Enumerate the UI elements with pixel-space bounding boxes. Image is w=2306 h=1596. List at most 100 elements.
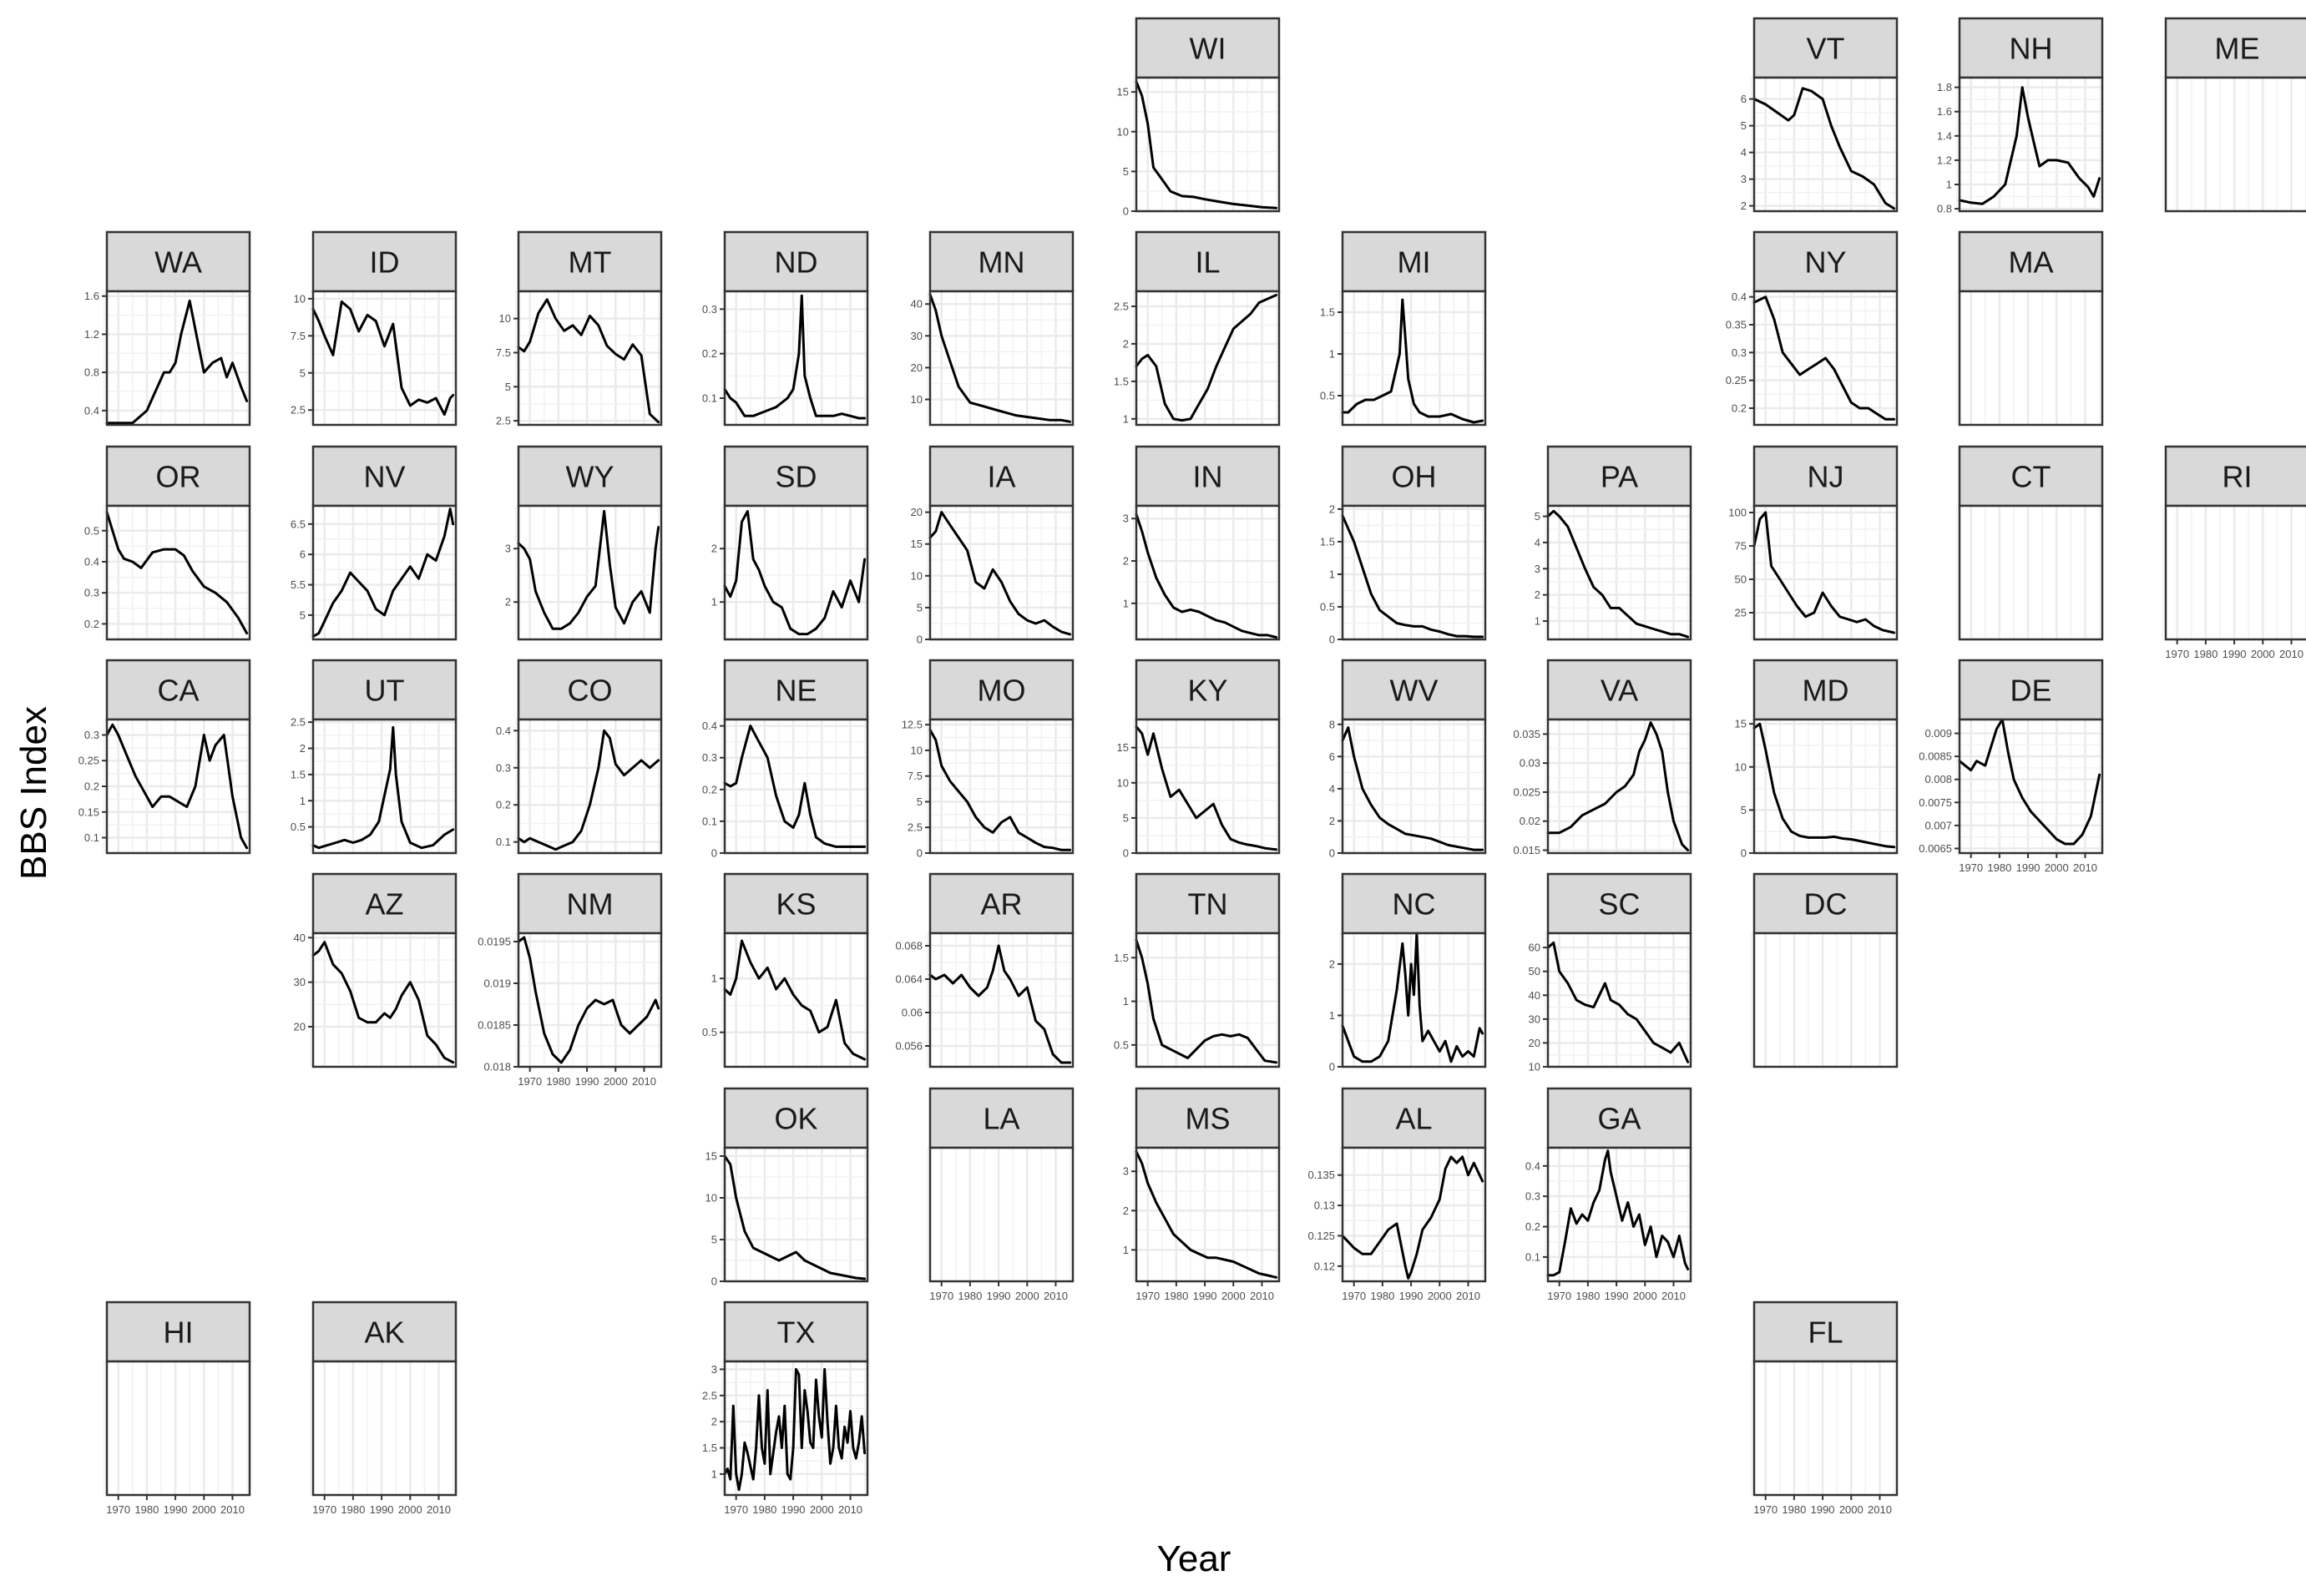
y-tick-label: 0.5 bbox=[1320, 600, 1335, 613]
x-tick-label: 2000 bbox=[1633, 1290, 1657, 1302]
y-tick-label: 0 bbox=[1329, 1061, 1335, 1073]
panel-me: ME bbox=[2162, 17, 2306, 213]
strip-label: NE bbox=[775, 674, 817, 708]
y-tick-label: 5 bbox=[917, 601, 923, 614]
y-tick-label: 0.15 bbox=[78, 806, 99, 818]
strip-wi bbox=[1135, 17, 1281, 79]
plot-area bbox=[930, 1148, 1073, 1281]
strip-id bbox=[311, 230, 458, 293]
x-tick-label: 1980 bbox=[546, 1075, 570, 1088]
x-tick-label: 2010 bbox=[427, 1503, 451, 1516]
y-tick-label: 0.1 bbox=[84, 831, 99, 844]
strip-md bbox=[1752, 659, 1899, 721]
y-tick-label: 1 bbox=[711, 1467, 717, 1480]
panel-border bbox=[517, 504, 663, 641]
strip-label: DE bbox=[2010, 674, 2051, 708]
y-tick-label: 30 bbox=[294, 976, 306, 988]
strip-label: KY bbox=[1187, 674, 1227, 708]
panel-border bbox=[311, 1360, 458, 1497]
panel-ak: AK 1970 1980 1990 2000 2010 bbox=[309, 1301, 458, 1516]
y-tick-label: 10 bbox=[1735, 760, 1747, 773]
y-tick-label: 1.4 bbox=[1937, 129, 1952, 142]
y-tick-label: 6.5 bbox=[291, 518, 306, 530]
x-tick-label: 1970 bbox=[1547, 1290, 1571, 1302]
x-tick-label: 1980 bbox=[134, 1503, 159, 1516]
y-tick-label: 6 bbox=[1741, 93, 1747, 105]
x-tick-label: 1980 bbox=[1575, 1290, 1600, 1302]
panel-va: VA 0.015 0.02 0.025 0.03 0.035 bbox=[1513, 659, 1692, 856]
y-tick-label: 0.007 bbox=[1924, 819, 1952, 831]
strip-label: VT bbox=[1806, 32, 1844, 66]
plot-area bbox=[1136, 720, 1279, 853]
y-tick-label: 2.5 bbox=[1114, 300, 1129, 312]
y-tick-label: 5.5 bbox=[291, 578, 306, 591]
plot-area bbox=[1136, 1148, 1279, 1281]
y-tick-label: 1.8 bbox=[1937, 81, 1952, 93]
y-tick-label: 0 bbox=[917, 847, 923, 860]
strip-ak bbox=[311, 1301, 458, 1363]
x-tick-label: 1970 bbox=[518, 1075, 542, 1088]
panel-border bbox=[1341, 718, 1487, 855]
strip-label: NC bbox=[1393, 887, 1436, 922]
plot-area bbox=[313, 1361, 456, 1495]
y-tick-label: 2.5 bbox=[908, 821, 923, 834]
y-tick-label: 10 bbox=[911, 393, 923, 406]
x-tick-label: 2010 bbox=[1868, 1503, 1892, 1516]
y-tick-label: 10 bbox=[1117, 776, 1129, 789]
y-tick-label: 0.2 bbox=[84, 780, 99, 793]
strip-label: IA bbox=[987, 460, 1015, 494]
panel-al: AL 0.12 0.125 0.13 0.135 1970 1980 1990 2000 2010 bbox=[1307, 1087, 1487, 1302]
x-tick-label: 1980 bbox=[1164, 1290, 1188, 1302]
plot-area bbox=[1343, 720, 1485, 853]
x-tick-label: 2010 bbox=[1044, 1290, 1068, 1302]
panel-hi: HI 1970 1980 1990 2000 2010 bbox=[103, 1301, 251, 1516]
panel-ok: OK 0 5 10 15 bbox=[705, 1087, 869, 1288]
y-tick-label: 5 bbox=[917, 795, 923, 808]
panel-border bbox=[1958, 718, 2104, 855]
strip-label: TX bbox=[776, 1316, 815, 1350]
y-tick-label: 1.5 bbox=[1114, 952, 1129, 964]
y-tick-label: 1 bbox=[1123, 995, 1129, 1008]
x-tick-label: 1970 bbox=[106, 1503, 130, 1516]
series-line-nv bbox=[311, 508, 455, 638]
panel-border bbox=[1135, 76, 1281, 213]
y-tick-label: 40 bbox=[911, 298, 923, 311]
panel-border bbox=[1135, 932, 1281, 1068]
panel-nd: ND 0.1 0.2 0.3 bbox=[702, 230, 869, 427]
x-tick-label: 2000 bbox=[1839, 1503, 1864, 1516]
y-tick-label: 0.056 bbox=[895, 1040, 923, 1053]
strip-mi bbox=[1341, 230, 1487, 293]
strip-label: AK bbox=[364, 1316, 404, 1350]
strip-mn bbox=[928, 230, 1075, 293]
series-line-pa bbox=[1546, 509, 1690, 639]
y-tick-label: 0 bbox=[1123, 205, 1129, 218]
y-tick-label: 0.8 bbox=[84, 366, 99, 379]
plot-area bbox=[1754, 78, 1897, 211]
panel-border bbox=[928, 504, 1075, 641]
y-tick-label: 20 bbox=[1529, 1037, 1540, 1049]
y-tick-label: 0.068 bbox=[895, 940, 923, 952]
y-tick-label: 5 bbox=[1535, 510, 1540, 523]
y-tick-label: 3 bbox=[1741, 173, 1747, 185]
panel-border bbox=[723, 932, 869, 1068]
strip-label: GA bbox=[1597, 1102, 1641, 1136]
y-tick-label: 0.125 bbox=[1307, 1230, 1335, 1242]
y-tick-label: 1.5 bbox=[291, 768, 306, 780]
y-tick-label: 10 bbox=[1529, 1061, 1540, 1073]
y-tick-label: 0.3 bbox=[702, 751, 717, 764]
panel-mt: MT 2.5 5 7.5 10 bbox=[496, 230, 663, 427]
plot-area bbox=[518, 506, 661, 639]
series-line-tn bbox=[1135, 938, 1278, 1064]
y-tick-label: 5 bbox=[1123, 811, 1129, 824]
series-line-sd bbox=[723, 509, 867, 636]
panel-border bbox=[105, 290, 251, 427]
y-tick-label: 5 bbox=[1123, 165, 1129, 178]
y-tick-label: 2.5 bbox=[496, 415, 511, 427]
y-tick-label: 2 bbox=[300, 742, 306, 755]
strip-label: MT bbox=[569, 245, 612, 280]
y-tick-label: 6 bbox=[1329, 750, 1335, 763]
strip-wa bbox=[105, 230, 251, 293]
x-tick-label: 2000 bbox=[2045, 861, 2069, 874]
y-tick-label: 0 bbox=[1329, 634, 1335, 646]
plot-area bbox=[1136, 78, 1279, 211]
